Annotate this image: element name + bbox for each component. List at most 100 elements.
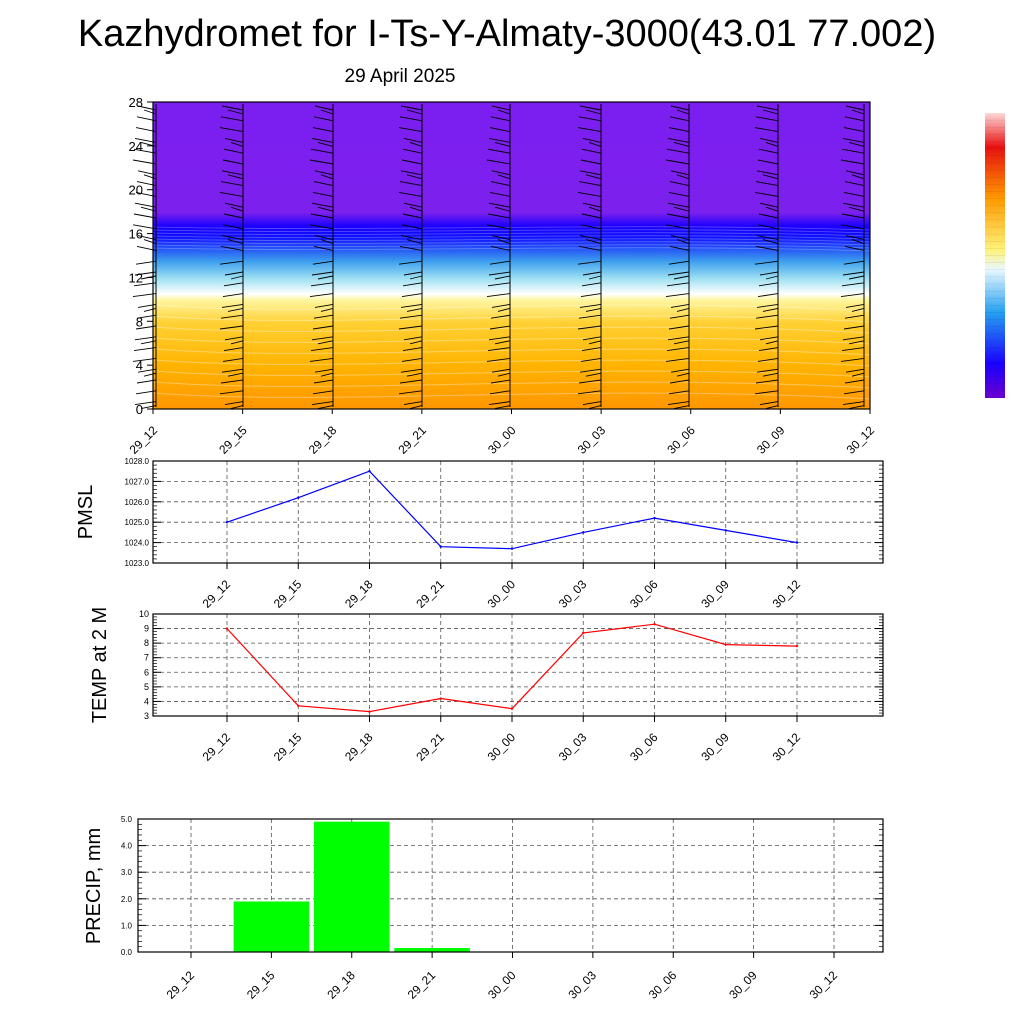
wind-barb-feather	[403, 202, 423, 208]
wind-barb-feather	[765, 141, 779, 147]
wind-barb-feather	[841, 347, 865, 352]
pmsl-point	[510, 547, 514, 550]
wind-barb-feather	[758, 148, 779, 154]
wind-barb-feather	[588, 206, 602, 212]
wind-barb-feather	[848, 141, 865, 147]
wind-barb-feather	[310, 213, 334, 219]
wind-barb-feather	[309, 159, 334, 165]
wind-barb-feather	[313, 314, 334, 319]
ytick-label: 1.0	[121, 921, 133, 930]
wind-barb-feather	[311, 202, 334, 208]
wind-barb-feather	[403, 401, 423, 406]
wind-barb-feather	[585, 307, 602, 312]
wind-barb-feather	[313, 245, 334, 251]
wind-barb-feather	[757, 293, 779, 298]
temp-point	[439, 697, 442, 700]
wind-barb-feather	[402, 148, 423, 154]
wind-barb-feather	[401, 293, 423, 298]
wind-barb-feather	[489, 127, 511, 133]
wind-barb-feather	[490, 379, 511, 384]
pmsl-point	[297, 496, 300, 499]
isoline	[152, 392, 871, 400]
wind-barb-feather	[578, 116, 602, 122]
wind-barb-feather	[582, 401, 602, 406]
wind-barb-feather	[487, 213, 511, 219]
wind-barb-feather	[398, 390, 423, 395]
wind-barb-feather	[665, 357, 690, 362]
isoline	[152, 241, 871, 246]
wind-barb-feather	[581, 347, 602, 352]
wind-barb-feather	[224, 271, 244, 276]
temp-axis-label: TEMP at 2 M	[89, 607, 111, 723]
temp-point	[510, 707, 514, 710]
wind-barb-feather	[843, 390, 865, 395]
wind-barb-feather	[494, 206, 511, 212]
wind-barb-feather	[673, 340, 690, 345]
ytick-label: 1025.0	[125, 518, 150, 527]
wind-barb-feather	[845, 105, 865, 111]
wind-barb-feather	[670, 105, 690, 111]
wind-barb-feather	[754, 191, 779, 197]
wind-barb-feather	[840, 224, 865, 230]
pmsl-frame	[152, 460, 884, 564]
wind-barb-feather	[317, 405, 334, 410]
wind-barb-feather	[486, 293, 511, 298]
ytick-label: 7	[144, 653, 149, 663]
xtick-label: 29_21	[413, 730, 447, 764]
pmsl-axis-label: PMSL	[75, 485, 97, 539]
wind-barb-feather	[143, 109, 157, 115]
wind-barb-feather	[227, 239, 244, 245]
wind-barb-feather	[669, 314, 690, 319]
isoline	[152, 232, 871, 237]
wind-barb-feather	[667, 137, 690, 143]
pmsl-point	[225, 521, 229, 524]
wind-barb-feather	[317, 141, 334, 147]
wind-barb-feather	[133, 148, 157, 154]
wind-barb-feather	[755, 379, 779, 384]
temp-point	[297, 704, 300, 707]
wind-barb-feather	[851, 372, 865, 377]
wind-barb-feather	[665, 159, 690, 165]
wind-barb-feather	[312, 325, 334, 330]
wind-barb-feather	[844, 245, 865, 251]
wind-barb-feather	[759, 137, 779, 143]
wind-barb-feather	[491, 303, 511, 308]
wind-barb-feather	[400, 235, 423, 241]
wind-barb-feather	[577, 260, 602, 265]
wind-barb-feather	[842, 137, 865, 143]
wind-barb-feather	[582, 336, 602, 341]
wind-barb-feather	[403, 336, 423, 341]
wind-barb-feather	[579, 303, 602, 308]
wind-barb-feather	[579, 235, 602, 241]
wind-barb-feather	[489, 191, 511, 197]
wind-barb-feather	[759, 271, 779, 276]
wind-barb-feather	[401, 224, 423, 230]
wind-barb-feather	[311, 336, 334, 341]
wind-barb-feather	[666, 148, 690, 154]
wind-barb-feather	[220, 379, 244, 384]
wind-barb-feather	[494, 340, 511, 345]
ytick-label: 1027.0	[125, 477, 150, 486]
wind-barb-feather	[409, 206, 423, 212]
xtick-label: 29_15	[271, 730, 305, 764]
xtick-label: 30_12	[770, 730, 804, 764]
wind-barb-feather	[406, 307, 423, 312]
wind-barb-feather	[669, 116, 690, 122]
wind-barb-feather	[314, 105, 334, 111]
profile-ytick-label: 28	[129, 95, 143, 110]
xtick-label: 29_12	[164, 968, 198, 1002]
wind-barb-feather	[224, 202, 244, 208]
wind-barb-feather	[670, 235, 690, 241]
wind-barb-feather	[762, 372, 779, 377]
wind-barb-feather	[579, 170, 602, 176]
wind-barb-feather	[579, 368, 602, 373]
wind-barb-feather	[222, 293, 244, 298]
ytick-label: 4.0	[121, 842, 133, 851]
wind-barb-feather	[497, 109, 511, 115]
wind-barb-feather	[309, 293, 334, 298]
ytick-label: 5	[144, 682, 149, 692]
wind-barb-feather	[578, 314, 602, 319]
wind-barb-feather	[143, 372, 157, 377]
wind-barb-feather	[230, 405, 244, 410]
wind-barb-feather	[585, 372, 602, 377]
